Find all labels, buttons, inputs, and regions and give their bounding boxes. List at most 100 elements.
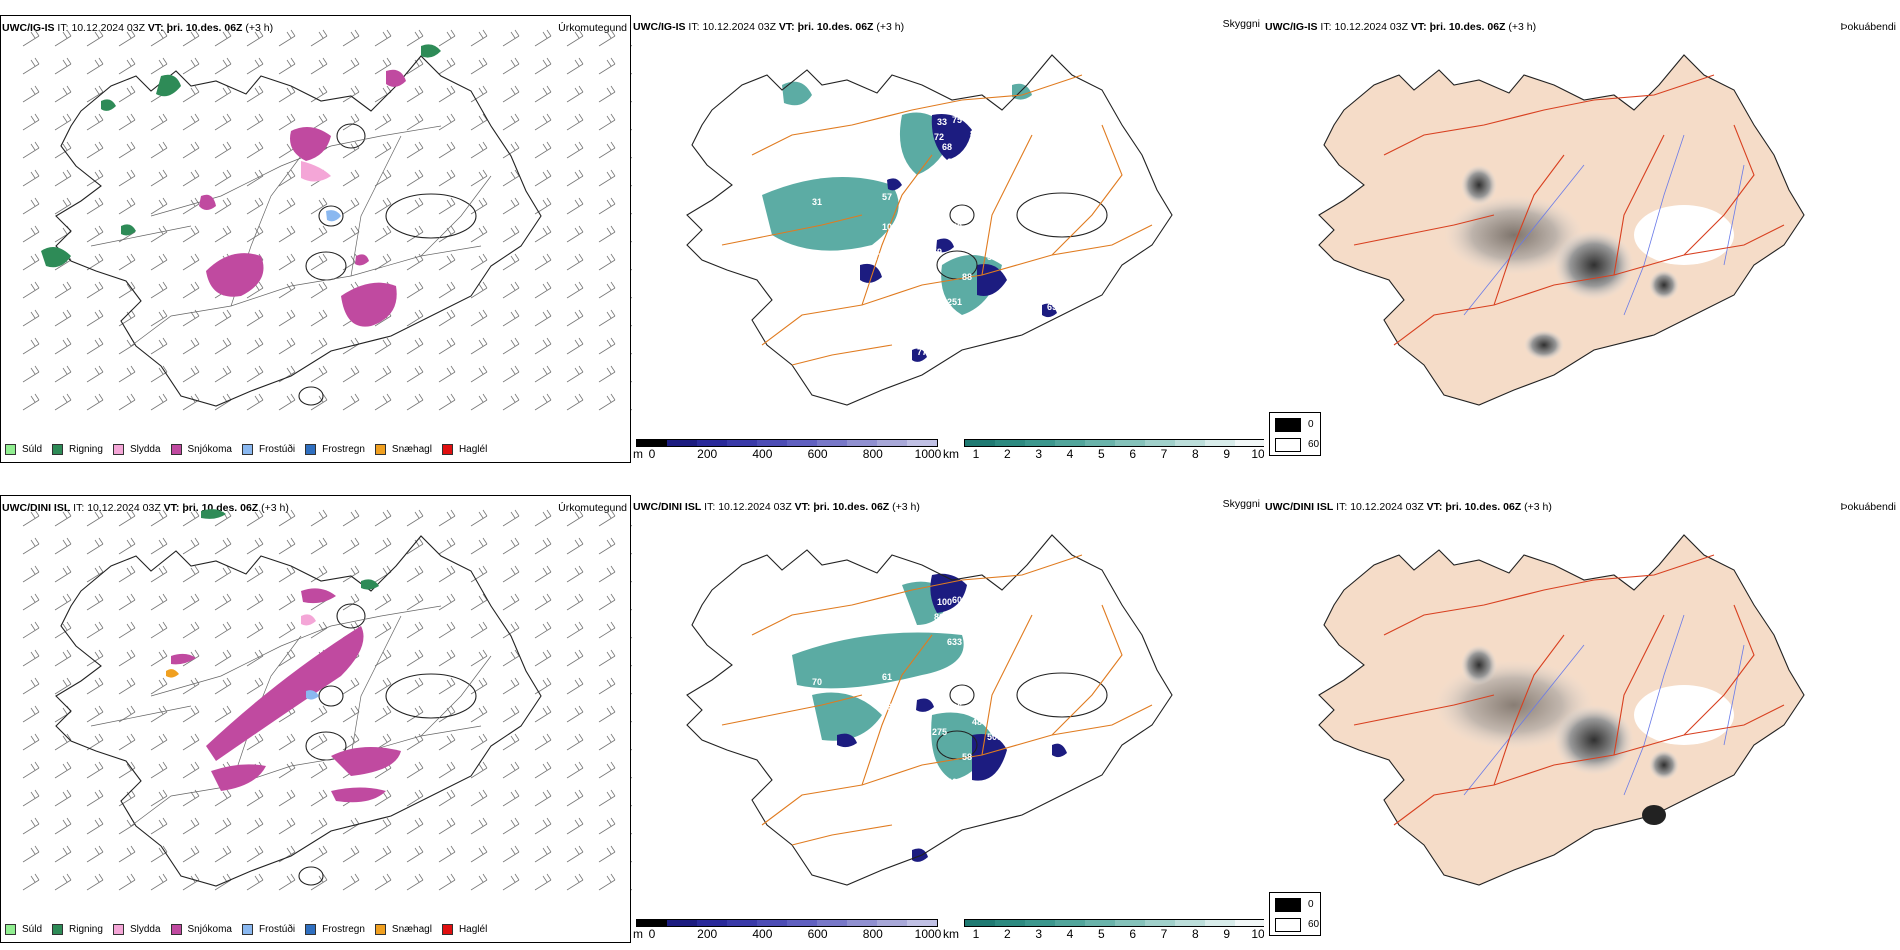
wind-barb: [246, 593, 264, 611]
wind-barb: [438, 537, 456, 555]
wind-barb: [470, 393, 488, 411]
ceiling-value-label: 80: [947, 777, 957, 787]
wind-barb: [118, 621, 136, 639]
wind-barb: [374, 29, 392, 47]
precip-legend-label: Súld: [22, 924, 43, 935]
wind-barb: [246, 509, 264, 527]
colorbar-tick-label: 400: [752, 447, 773, 461]
wind-barb: [470, 565, 488, 583]
visibility-unit: km: [943, 447, 959, 461]
wind-barb: [374, 197, 392, 215]
wind-barb: [150, 169, 168, 187]
wind-barb: [470, 761, 488, 779]
colorbar-tick-label: 5: [1097, 447, 1105, 461]
wind-barb: [534, 113, 552, 131]
wind-barb: [470, 29, 488, 47]
wind-barb: [86, 225, 104, 243]
precip-legend-swatch: [52, 924, 64, 935]
precip-legend-label: Snjókoma: [187, 444, 232, 455]
precip-legend-label: Snæhagl: [391, 924, 432, 935]
panel-header: UWC/DINI ISL IT: 10.12.2024 03Z VT: þri.…: [633, 501, 920, 513]
wind-barb: [566, 705, 584, 723]
wind-barb: [22, 845, 40, 863]
wind-barb: [54, 621, 72, 639]
fog-panel-row2: UWC/DINI ISL IT: 10.12.2024 03Z VT: þri.…: [1264, 495, 1900, 943]
wind-barb: [502, 705, 520, 723]
wind-barb: [438, 169, 456, 187]
wind-barb: [86, 57, 104, 75]
wind-barb: [86, 253, 104, 271]
product-title-fog: Þokuábendi: [1840, 501, 1896, 513]
wind-barb: [534, 393, 552, 411]
wind-barb: [278, 281, 296, 299]
wind-barb: [342, 565, 360, 583]
colorbar-segment: [907, 440, 937, 446]
wind-barb: [406, 677, 424, 695]
wind-barb: [502, 253, 520, 271]
wind-barb: [22, 141, 40, 159]
wind-barb: [310, 509, 328, 527]
wind-barb: [150, 225, 168, 243]
precip-legend: Súld Rigning Slydda Snjókoma Frostúði Frostre…: [5, 444, 497, 455]
precip-legend-swatch: [52, 444, 64, 455]
wind-barb: [438, 649, 456, 667]
wind-barb: [182, 733, 200, 751]
wind-barb: [566, 169, 584, 187]
wind-barb: [86, 29, 104, 47]
precip-legend-label: Súld: [22, 444, 43, 455]
visibility-unit: km: [943, 927, 959, 941]
wind-barb: [214, 365, 232, 383]
wind-barb: [598, 141, 616, 159]
wind-barb: [86, 621, 104, 639]
wind-barb: [342, 365, 360, 383]
fog-map: [1318, 534, 1805, 886]
wind-barb: [86, 365, 104, 383]
wind-barb: [22, 509, 40, 527]
wind-barb: [374, 365, 392, 383]
ceiling-value-label: 96: [952, 702, 962, 712]
wind-barb: [278, 113, 296, 131]
colorbar-segment: [787, 920, 817, 926]
fog-legend-low-label: 60: [1308, 439, 1320, 450]
wind-barb: [598, 393, 616, 411]
iceland-outline: [686, 534, 1173, 886]
wind-barb: [438, 225, 456, 243]
precip-legend-item: Snæhagl: [374, 924, 432, 935]
ceiling-value-label: 87: [970, 129, 980, 139]
wind-barb: [246, 141, 264, 159]
wind-barb: [214, 393, 232, 411]
wind-barb: [278, 309, 296, 327]
wind-barb: [342, 393, 360, 411]
wind-barb: [598, 365, 616, 383]
colorbar-segment: [1055, 920, 1085, 926]
wind-barb: [22, 789, 40, 807]
precip-legend-item: Snjókoma: [170, 924, 232, 935]
colorbar-segment: [697, 440, 727, 446]
wind-barb: [214, 621, 232, 639]
wind-barb: [54, 85, 72, 103]
wind-barb: [406, 253, 424, 271]
colorbar-segment: [1025, 440, 1055, 446]
precip-panel-row2: UWC/DINI ISL IT: 10.12.2024 03Z VT: þri.…: [0, 495, 632, 943]
colorbar-tick-label: 4: [1066, 927, 1074, 941]
wind-barb: [406, 141, 424, 159]
wind-barb: [118, 393, 136, 411]
wind-barb: [214, 537, 232, 555]
wind-barb: [598, 733, 616, 751]
wind-barb: [54, 565, 72, 583]
wind-barb: [438, 29, 456, 47]
wind-barb: [534, 761, 552, 779]
wind-barb: [566, 537, 584, 555]
wind-barb: [278, 593, 296, 611]
wind-barb: [86, 281, 104, 299]
wind-barb: [470, 225, 488, 243]
wind-barb: [566, 565, 584, 583]
wind-barb: [118, 789, 136, 807]
visibility-areas: [792, 581, 992, 780]
wind-barb: [182, 225, 200, 243]
wind-barb: [534, 733, 552, 751]
wind-barb: [342, 169, 360, 187]
ceiling-value-label: 48: [972, 717, 982, 727]
colorbar-segment: [995, 440, 1025, 446]
ceiling-value-label: 100: [937, 597, 952, 607]
